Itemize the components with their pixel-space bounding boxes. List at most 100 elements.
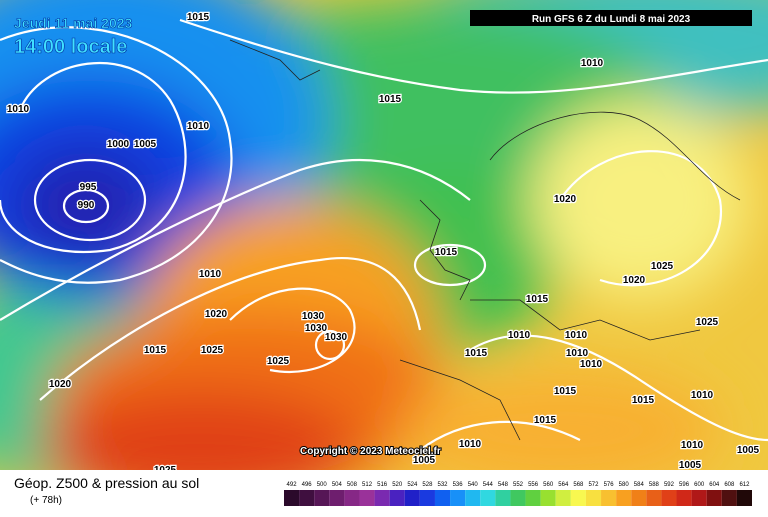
legend-label: 492 [287,482,298,488]
legend-swatch [555,490,571,506]
legend-label: 612 [739,482,750,488]
legend-swatch [736,490,752,506]
legend-label: 540 [468,482,479,488]
legend-swatch [284,490,300,506]
legend-label: 600 [694,482,705,488]
legend-swatch [480,490,496,506]
isobar-label: 1005 [679,460,702,471]
isobar-label: 1010 [681,440,704,451]
legend-label: 500 [317,482,328,488]
isobar-label: 1030 [302,311,325,322]
legend-label: 504 [332,482,343,488]
isobar-label: 1020 [205,309,228,320]
legend-swatch [616,490,632,506]
isobar-label: 1010 [7,104,30,115]
legend-swatch [329,490,345,506]
legend-swatch [450,490,466,506]
forecast-time: 14:00 locale [14,36,127,58]
isobar-label: 1015 [465,348,488,359]
isobar-label: 1010 [566,348,589,359]
legend-label: 588 [649,482,660,488]
legend-swatch [344,490,360,506]
legend-swatch [359,490,375,506]
legend-swatch [540,490,556,506]
legend-label: 592 [664,482,675,488]
legend-label: 564 [558,482,569,488]
isobar-label: 1015 [554,386,577,397]
isobar-label: 1010 [565,330,588,341]
legend-label: 568 [573,482,584,488]
legend-label: 572 [588,482,599,488]
legend-label: 576 [604,482,615,488]
isobar-label: 1010 [199,269,222,280]
legend-swatch [706,490,722,506]
legend-label: 512 [362,482,373,488]
isobar-label: 1015 [144,345,167,356]
legend-label: 508 [347,482,358,488]
isobar-label: 1015 [526,294,549,305]
legend-label: 516 [377,482,388,488]
isobar-label: 1015 [187,12,210,23]
legend-swatch [465,490,481,506]
legend-label: 532 [438,482,449,488]
isobar-label: 1015 [632,395,655,406]
run-info: Run GFS 6 Z du Lundi 8 mai 2023 [532,14,691,25]
legend-swatch [631,490,647,506]
legend-swatch [434,490,451,506]
legend-swatch [601,490,617,506]
isobar-label: 1020 [554,194,577,205]
legend-swatch [389,490,405,506]
legend-label: 584 [634,482,645,488]
legend-label: 556 [528,482,539,488]
legend-swatch [374,490,390,506]
isobar-label: 1010 [508,330,531,341]
isobar-label: 1000 [107,139,130,150]
isobar-label: 990 [78,200,95,211]
isobar-label: 1010 [581,58,604,69]
isobar-label: 1030 [325,332,348,343]
isobar-label: 1030 [305,323,328,334]
legend-swatch [419,490,435,506]
legend-label: 580 [619,482,630,488]
legend-label: 536 [453,482,464,488]
lead-time: (+ 78h) [30,495,62,506]
isobar-label: 1025 [201,345,224,356]
legend-label: 520 [392,482,403,488]
legend-swatch [570,490,586,506]
legend-label: 596 [679,482,690,488]
isobar-label: 1025 [651,261,674,272]
legend-label: 608 [724,482,735,488]
legend-swatch [585,490,602,506]
footer-title: Géop. Z500 & pression au sol [14,475,199,491]
legend-swatch [525,490,541,506]
legend-label: 496 [302,482,313,488]
copyright: Copyright © 2023 Meteociel.fr [300,446,441,457]
isobar-label: 1005 [134,139,157,150]
legend-label: 552 [513,482,524,488]
isobar-label: 1010 [691,390,714,401]
legend-swatch [676,490,692,506]
legend-swatch [691,490,707,506]
isobar-label: 1015 [379,94,402,105]
isobar-label: 1025 [696,317,719,328]
legend-label: 528 [422,482,433,488]
legend-label: 604 [709,482,720,488]
run-banner [470,10,752,26]
legend: 492 496 500 504 508 512 516 520 524 528 532 536 540 5… [284,482,752,506]
legend-swatch [404,490,420,506]
isobar-label: 1020 [623,275,646,286]
legend-label: 560 [543,482,554,488]
coastlines [229,39,741,441]
legend-swatch [495,490,511,506]
legend-label: 548 [498,482,509,488]
legend-swatch [299,490,315,506]
isobar-label: 1005 [737,445,760,456]
isobar-label: 1010 [580,359,603,370]
isobar-label: 1025 [267,356,290,367]
isobar-label: 1020 [49,379,72,390]
legend-swatch [646,490,662,506]
isobar-label: 1005 [413,455,436,466]
